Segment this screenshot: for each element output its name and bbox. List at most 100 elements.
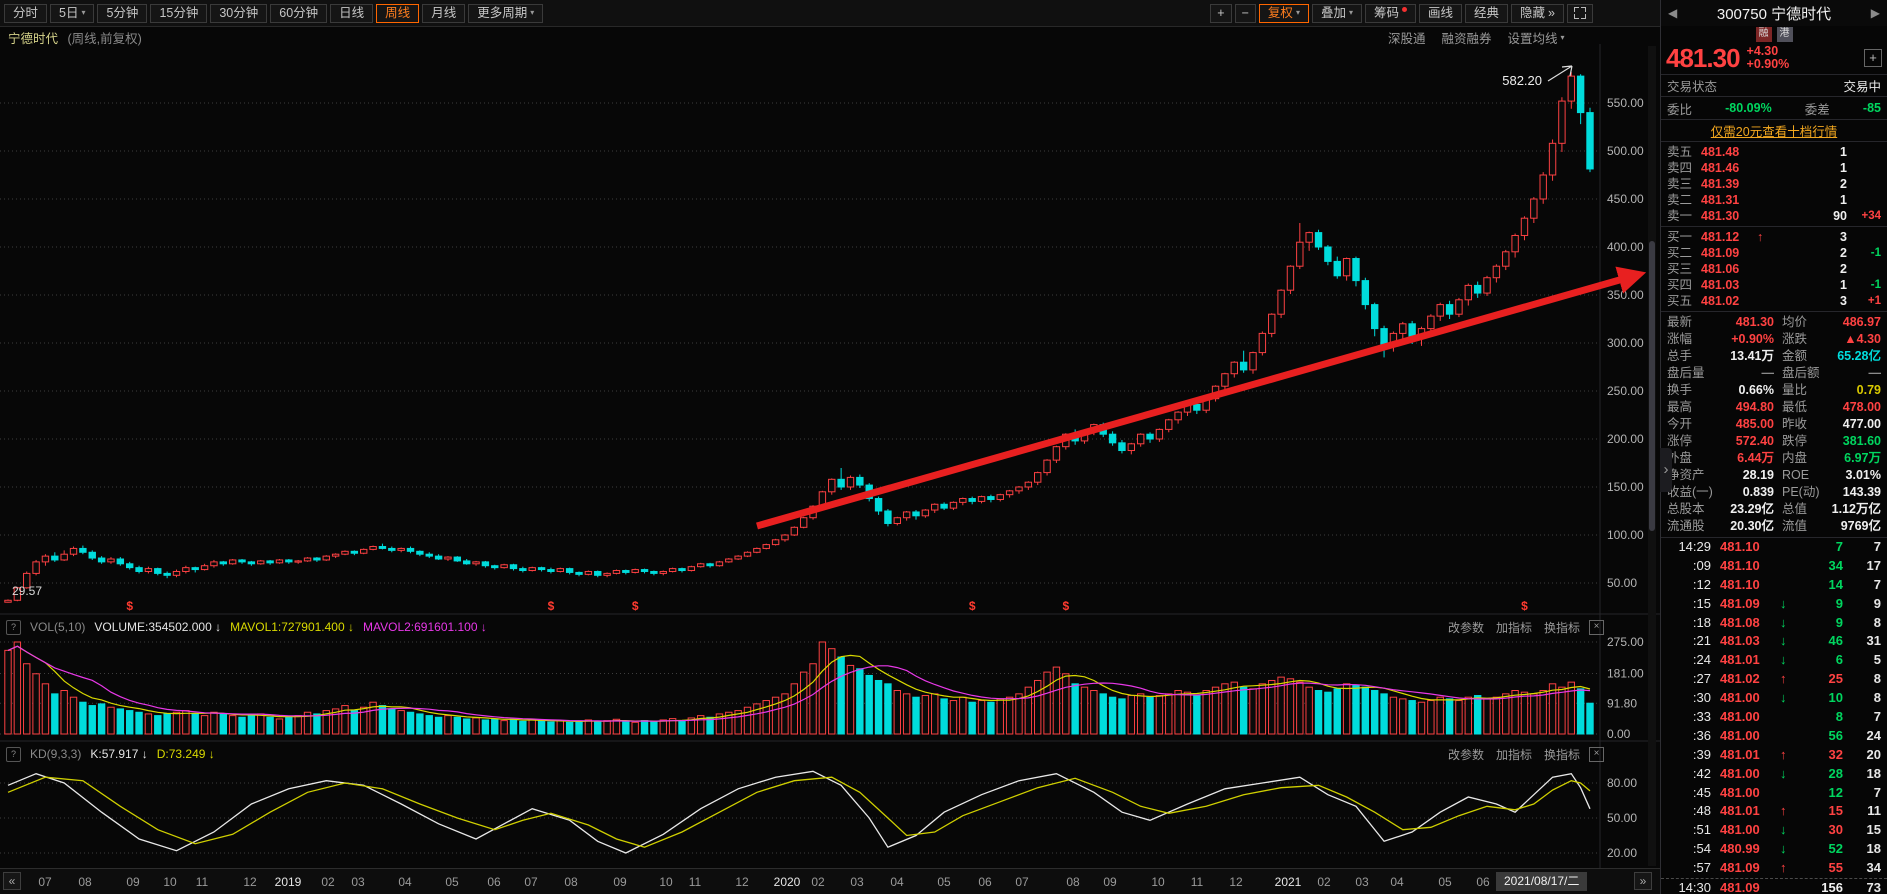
szse-connect-link[interactable]: 深股通 (1388, 32, 1426, 46)
svg-text:450.00: 450.00 (1607, 192, 1644, 206)
kd-indicator-name: KD(9,3,3) (30, 747, 82, 761)
ask-qty-delta (1847, 192, 1881, 208)
volume-value: VOLUME:354502.000 ↓ (94, 620, 222, 634)
classic-button[interactable]: 经典 (1465, 3, 1509, 23)
stat-value: 0.66% (1738, 383, 1774, 397)
tab-monthly[interactable]: 月线 (422, 3, 466, 23)
tab-5day[interactable]: 5日 ▾ (50, 3, 95, 23)
down-arrow-icon: ↓ (1780, 822, 1787, 838)
scroll-left-button[interactable]: « (3, 872, 21, 890)
stat-value: ▲4.30 (1844, 332, 1881, 346)
stat-row: 今开 485.00 昨收 477.00 (1661, 416, 1887, 433)
arrow-placeholder (1757, 176, 1767, 192)
ask-row[interactable]: 卖二 481.31 1 (1661, 192, 1887, 208)
down-arrow-icon: ↓ (215, 620, 222, 634)
tab-daily[interactable]: 日线 (330, 3, 374, 23)
tick-count: 7 (1873, 539, 1881, 554)
bid-row[interactable]: 买三 481.06 2 (1661, 261, 1887, 277)
tab-fenshi[interactable]: 分时 (4, 3, 48, 23)
prev-stock-arrow[interactable]: ◀ (1668, 6, 1678, 20)
zoom-in-button[interactable]: + (1210, 3, 1232, 23)
draw-line-button[interactable]: 画线 (1419, 3, 1463, 23)
help-icon[interactable]: ? (6, 619, 21, 635)
chart-scrollbar[interactable] (1648, 46, 1656, 866)
svg-text:100.00: 100.00 (1607, 528, 1644, 542)
tick-price: 481.00 (1720, 765, 1760, 781)
tab-60min[interactable]: 60分钟 (270, 3, 328, 23)
switch-indicator-link[interactable]: 换指标 (1543, 620, 1580, 635)
tick-time: 14:30 (1678, 880, 1711, 894)
stat-label: 跌停 (1782, 434, 1808, 448)
volume-bars[interactable] (4, 641, 1594, 735)
x-axis-label: 08 (1066, 875, 1080, 889)
add-indicator-link[interactable]: 加指标 (1495, 620, 1532, 635)
add-to-watchlist-button[interactable]: + (1864, 49, 1882, 67)
zoom-out-button[interactable]: − (1234, 3, 1256, 23)
change-value: +4.30 (1746, 44, 1779, 58)
tick-count: 15 (1866, 822, 1881, 838)
bid-row[interactable]: 买五 481.02 3 +1 (1661, 293, 1887, 309)
bid-row[interactable]: 买四 481.03 1 -1 (1661, 277, 1887, 293)
weibi-label: 委比 (1667, 102, 1693, 117)
ask-row[interactable]: 卖四 481.46 1 (1661, 160, 1887, 176)
tab-more-periods[interactable]: 更多周期 ▾ (468, 3, 544, 23)
stat-row: 涨停 572.40 跌停 381.60 (1661, 433, 1887, 450)
change-params-link[interactable]: 改参数 (1447, 620, 1484, 635)
switch-indicator-link[interactable]: 换指标 (1543, 747, 1580, 762)
ask-row[interactable]: 卖三 481.39 2 (1661, 176, 1887, 192)
stat-value: 477.00 (1842, 417, 1881, 431)
arrow-placeholder (1757, 293, 1767, 309)
bid-qty: 3 (1840, 294, 1847, 308)
close-pane-icon[interactable]: × (1589, 619, 1604, 635)
ma-settings-link[interactable]: 设置均线 ▾ (1508, 28, 1565, 47)
level2-promo-row: 仅需20元查看十档行情 (1661, 120, 1887, 142)
tick-row: :12 481.10 14 7 (1661, 576, 1887, 595)
margin-trading-link[interactable]: 融资融券 (1441, 32, 1492, 46)
x-axis-label: 11 (1190, 875, 1204, 889)
panel-collapse-handle[interactable]: › (1660, 448, 1672, 492)
adjust-mode-button[interactable]: 复权 ▾ (1258, 3, 1309, 23)
red-dot-badge (1402, 6, 1407, 12)
stat-value: — (1868, 366, 1882, 380)
fullscreen-button[interactable] (1567, 3, 1593, 23)
overlay-button[interactable]: 叠加 ▾ (1311, 3, 1362, 23)
add-indicator-link[interactable]: 加指标 (1495, 747, 1532, 762)
candlestick-chart[interactable]: 550.00 500.00 450.00 400.00 350.00 300.00 250.… (0, 44, 1660, 868)
tab-weekly-active[interactable]: 周线 (376, 3, 420, 23)
next-stock-arrow[interactable]: ▶ (1870, 6, 1880, 20)
help-icon[interactable]: ? (6, 746, 21, 762)
change-params-link[interactable]: 改参数 (1447, 747, 1484, 762)
bid-qty-delta (1847, 261, 1881, 277)
tick-time: :18 (1692, 614, 1711, 630)
tab-30min[interactable]: 30分钟 (210, 3, 268, 23)
tick-row: :33 481.00 8 7 (1661, 708, 1887, 727)
tick-count: 7 (1873, 784, 1881, 800)
ask-price: 481.30 (1701, 209, 1740, 223)
tab-15min[interactable]: 15分钟 (150, 3, 208, 23)
svg-text:300.00: 300.00 (1607, 336, 1644, 350)
tick-volume: 9 (1835, 614, 1843, 630)
stat-value: 1.12万亿 (1831, 502, 1881, 516)
scroll-right-button[interactable]: » (1634, 872, 1652, 890)
chips-button[interactable]: 筹码 (1364, 3, 1416, 23)
level2-promo-link[interactable]: 仅需20元查看十档行情 (1710, 125, 1838, 139)
bid-row[interactable]: 买一 481.12 ↑ 3 (1661, 229, 1887, 245)
ask-row[interactable]: 卖一 481.30 90 +34 (1661, 208, 1887, 224)
bid-qty: 3 (1840, 230, 1847, 244)
event-markers[interactable]: $ $ $ $ $ $ (126, 599, 1528, 613)
tab-5min[interactable]: 5分钟 (97, 3, 148, 23)
candles-group[interactable] (4, 72, 1594, 603)
down-arrow-icon: ↓ (1780, 652, 1787, 668)
bid-row[interactable]: 买二 481.09 2 -1 (1661, 245, 1887, 261)
stat-value: 486.97 (1842, 315, 1881, 329)
tick-price: 481.08 (1720, 614, 1760, 630)
tick-row: :15 481.09 ↓ 9 9 (1661, 595, 1887, 614)
hide-toolbar-button[interactable]: 隐藏» (1511, 3, 1564, 23)
close-pane-icon[interactable]: × (1589, 746, 1604, 762)
tick-count: 18 (1866, 765, 1881, 781)
indicator-links: 改参数 加指标 换指标 (1448, 619, 1580, 636)
svg-text:50.00: 50.00 (1607, 811, 1637, 825)
button-label: 经典 (1474, 6, 1500, 20)
ask-row[interactable]: 卖五 481.48 1 (1661, 144, 1887, 160)
scrollbar-thumb[interactable] (1649, 241, 1655, 531)
